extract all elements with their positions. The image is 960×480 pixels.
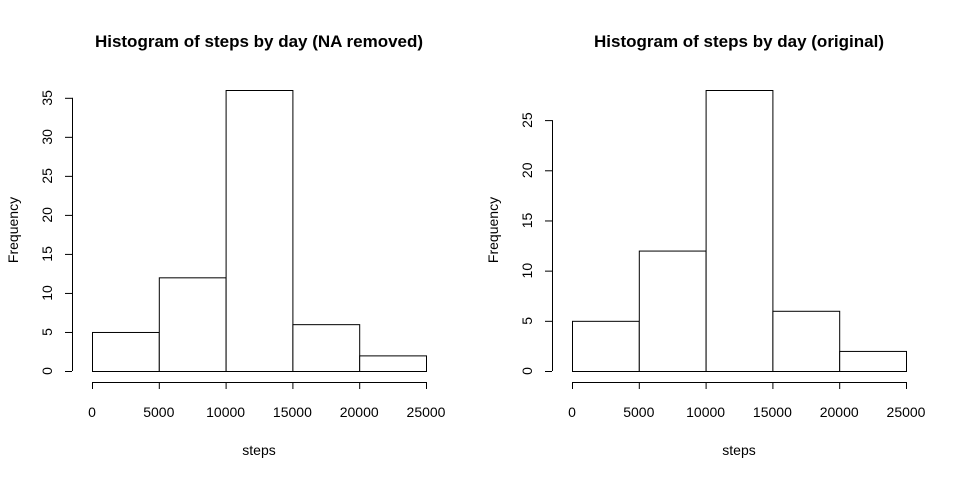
histogram-bar <box>638 250 707 372</box>
x-tick-label: 0 <box>88 404 96 420</box>
y-tick-label: 25 <box>519 112 535 128</box>
y-tick-label: 35 <box>39 90 55 106</box>
histogram-bar <box>225 90 294 372</box>
histogram-bar <box>292 324 361 372</box>
histogram-bar <box>572 320 640 373</box>
x-tick-label: 5000 <box>623 404 654 420</box>
y-tick-label: 0 <box>39 367 55 375</box>
y-tick-label: 30 <box>39 129 55 145</box>
x-axis-label: steps <box>242 442 275 458</box>
y-tick-label: 5 <box>519 317 535 325</box>
y-axis: 0 5 10 15 20 25 30 35 <box>39 90 73 375</box>
x-tick-label: 20000 <box>820 404 859 420</box>
x-tick-label: 15000 <box>753 404 792 420</box>
y-tick-label: 10 <box>519 263 535 279</box>
bars <box>92 90 428 373</box>
x-axis-label: steps <box>722 442 755 458</box>
histogram-bar <box>359 355 428 372</box>
y-axis-label: Frequency <box>5 197 21 263</box>
x-tick-label: 25000 <box>407 404 446 420</box>
y-tick-label: 20 <box>39 207 55 223</box>
y-tick-label: 20 <box>519 162 535 178</box>
y-axis-label: Frequency <box>485 197 501 263</box>
x-tick-label: 10000 <box>206 404 245 420</box>
histogram-bar <box>839 350 908 372</box>
y-tick-label: 25 <box>39 168 55 184</box>
bars <box>572 90 908 373</box>
x-tick-label: 25000 <box>887 404 926 420</box>
x-tick-label: 0 <box>568 404 576 420</box>
histogram-bar <box>705 90 774 372</box>
x-tick-label: 5000 <box>143 404 174 420</box>
y-tick-label: 10 <box>39 285 55 301</box>
x-axis: 0 5000 10000 15000 20000 25000 <box>88 382 446 420</box>
x-tick-label: 10000 <box>686 404 725 420</box>
chart-title: Histogram of steps by day (NA removed) <box>95 32 423 51</box>
histogram-bar <box>158 277 227 373</box>
y-tick-label: 15 <box>39 246 55 262</box>
y-tick-label: 15 <box>519 212 535 228</box>
chart-title: Histogram of steps by day (original) <box>594 32 884 51</box>
y-tick-label: 0 <box>519 367 535 375</box>
histogram-bar <box>92 331 160 373</box>
histogram-panel-na-removed: Histogram of steps by day (NA removed) s… <box>5 32 446 458</box>
histogram-panel-original: Histogram of steps by day (original) ste… <box>485 32 926 458</box>
x-tick-label: 15000 <box>273 404 312 420</box>
y-axis: 0 5 10 15 20 25 <box>519 112 553 375</box>
y-tick-label: 5 <box>39 328 55 336</box>
x-axis: 0 5000 10000 15000 20000 25000 <box>568 382 926 420</box>
histogram-bar <box>772 310 841 372</box>
x-tick-label: 20000 <box>340 404 379 420</box>
